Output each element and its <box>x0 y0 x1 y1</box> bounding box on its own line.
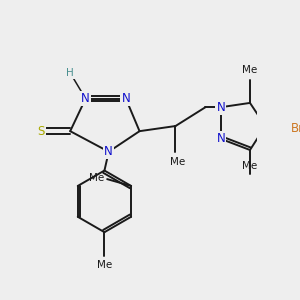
Text: Me: Me <box>89 173 105 183</box>
Text: Me: Me <box>169 157 185 167</box>
Text: Me: Me <box>242 160 258 170</box>
Text: H: H <box>66 68 74 78</box>
Text: N: N <box>122 92 130 105</box>
Text: S: S <box>38 125 45 138</box>
Text: Me: Me <box>242 65 258 75</box>
Text: N: N <box>81 92 90 105</box>
Text: N: N <box>217 132 225 146</box>
Text: Br: Br <box>291 122 300 135</box>
Text: N: N <box>104 145 113 158</box>
Text: Me: Me <box>97 260 112 270</box>
Text: N: N <box>217 101 225 114</box>
